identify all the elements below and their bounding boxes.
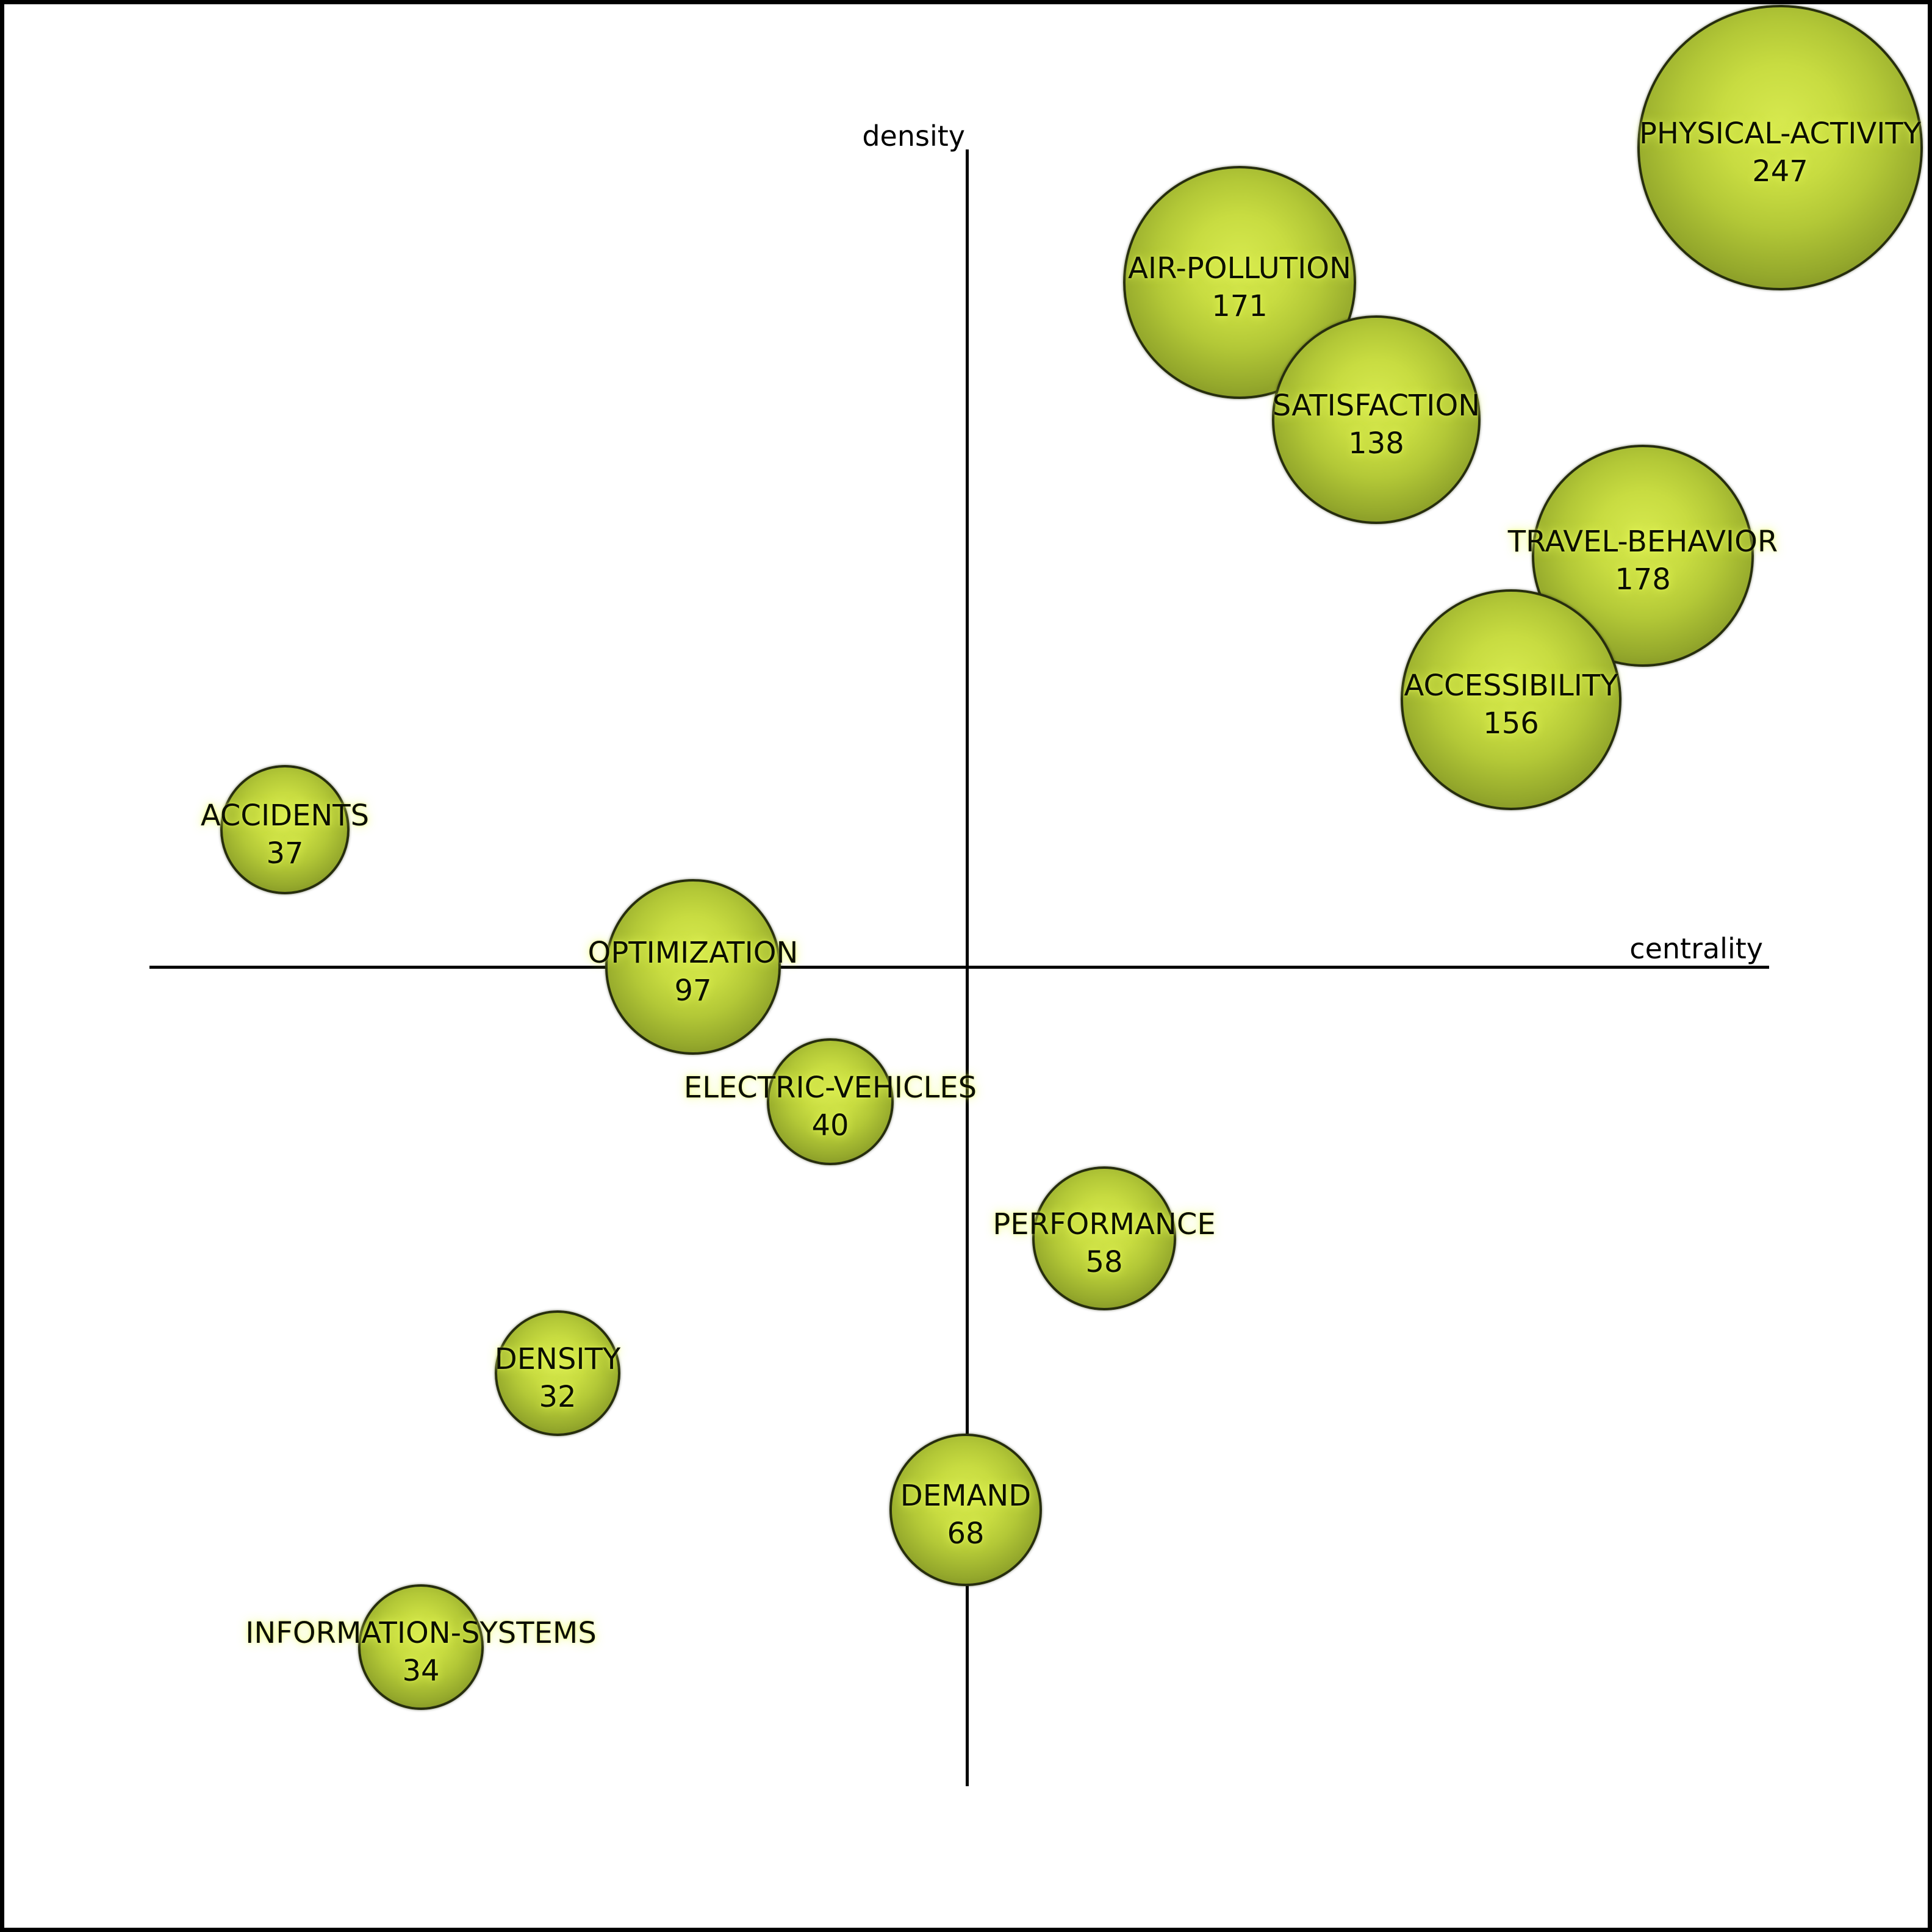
bubble-value: 138 — [1348, 426, 1404, 461]
bubble-accidents: ACCIDENTS 37 — [201, 765, 369, 894]
x-axis-line — [149, 966, 1769, 969]
bubble-label-group: SATISFACTION 138 — [1273, 387, 1480, 462]
bubble-label: AIR-POLLUTION — [1128, 251, 1351, 285]
bubble-label-group: PERFORMANCE 58 — [993, 1205, 1215, 1281]
y-axis-label: density — [862, 120, 965, 153]
bubble-label: TRAVEL-BEHAVIOR — [1507, 525, 1778, 559]
bubble-label: DEMAND — [900, 1479, 1032, 1513]
bubble-label: ACCIDENTS — [200, 799, 370, 833]
x-axis-label: centrality — [1629, 932, 1763, 965]
bubble-accessibility: ACCESSIBILITY 156 — [1401, 589, 1621, 810]
bubble-information-systems: INFORMATION-SYSTEMS 34 — [245, 1584, 597, 1710]
bubble-label-group: ACCIDENTS 37 — [201, 797, 369, 872]
bubble-value: 32 — [539, 1380, 576, 1414]
bubble-label-group: INFORMATION-SYSTEMS 34 — [245, 1614, 597, 1690]
bubble-satisfaction: SATISFACTION 138 — [1272, 315, 1481, 524]
bubble-label-group: DEMAND 68 — [900, 1477, 1031, 1553]
bubble-performance: PERFORMANCE 58 — [993, 1166, 1216, 1310]
bubble-physical-activity: PHYSICAL-ACTIVITY 247 — [1637, 5, 1923, 290]
bubble-optimization: OPTIMIZATION 97 — [588, 879, 798, 1055]
bubble-label-group: ELECTRIC-VEHICLES 40 — [684, 1069, 977, 1144]
bubble-value: 34 — [402, 1654, 440, 1688]
bubble-label: DENSITY — [494, 1342, 621, 1376]
bubble-value: 171 — [1212, 289, 1268, 323]
bubble-label: ELECTRIC-VEHICLES — [683, 1071, 977, 1105]
bubble-label: ACCESSIBILITY — [1404, 669, 1618, 703]
bubble-value: 37 — [266, 836, 304, 871]
bubble-label-group: ACCESSIBILITY 156 — [1404, 667, 1618, 742]
bubble-label: INFORMATION-SYSTEMS — [245, 1616, 597, 1650]
bubble-label-group: PHYSICAL-ACTIVITY 247 — [1639, 115, 1921, 190]
bubble-value: 97 — [674, 974, 712, 1008]
bubble-label-group: DENSITY 32 — [495, 1340, 620, 1416]
bubble-label: PHYSICAL-ACTIVITY — [1639, 117, 1922, 151]
bubble-label-group: AIR-POLLUTION 171 — [1128, 250, 1351, 325]
bubble-value: 40 — [811, 1108, 849, 1143]
bubble-demand: DEMAND 68 — [889, 1434, 1042, 1586]
bubble-value: 58 — [1085, 1245, 1123, 1279]
bubble-label-group: TRAVEL-BEHAVIOR 178 — [1508, 523, 1778, 598]
bubble-value: 156 — [1483, 706, 1539, 741]
bubble-label: SATISFACTION — [1272, 389, 1481, 423]
bubble-label: OPTIMIZATION — [587, 936, 799, 970]
y-axis-line — [966, 149, 969, 1786]
bubble-value: 178 — [1615, 562, 1671, 597]
bubble-density: DENSITY 32 — [495, 1310, 620, 1436]
bubble-value: 68 — [947, 1517, 985, 1551]
bubble-label: PERFORMANCE — [993, 1207, 1216, 1241]
bubble-label-group: OPTIMIZATION 97 — [588, 934, 799, 1010]
bubble-electric-vehicles: ELECTRIC-VEHICLES 40 — [684, 1038, 977, 1165]
bubble-value: 247 — [1752, 154, 1808, 189]
